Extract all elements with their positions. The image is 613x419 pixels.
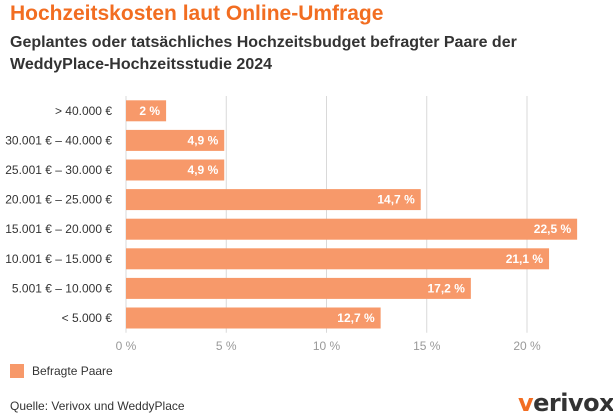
data-label: 4,9 % [188, 163, 219, 177]
x-tick-label: 10 % [313, 339, 341, 353]
x-tick-label: 0 % [116, 339, 137, 353]
bar [126, 218, 578, 240]
chart-subtitle: Geplantes oder tatsächliches Hochzeitsbu… [10, 34, 517, 73]
category-label: 30.001 € – 40.000 € [5, 133, 112, 147]
bar [126, 277, 471, 299]
category-label: 10.001 € – 15.000 € [5, 252, 112, 266]
x-tick-label: 15 % [413, 339, 441, 353]
legend-label: Befragte Paare [32, 364, 113, 378]
legend-swatch [10, 364, 24, 378]
category-label: 15.001 € – 20.000 € [5, 222, 112, 236]
data-label: 22,5 % [534, 222, 572, 236]
verivox-logo: verivox [518, 389, 613, 417]
category-label: < 5.000 € [62, 311, 113, 325]
data-label: 2 % [139, 104, 160, 118]
x-tick-label: 20 % [513, 339, 541, 353]
bar [126, 100, 167, 122]
category-label: 5.001 € – 10.000 € [12, 281, 112, 295]
data-label: 14,7 % [377, 193, 415, 207]
category-label: > 40.000 € [55, 104, 112, 118]
x-tick-label: 5 % [216, 339, 237, 353]
data-label: 12,7 % [337, 311, 375, 325]
bar [126, 307, 381, 329]
data-label: 21,1 % [506, 252, 544, 266]
bar [126, 129, 225, 151]
legend: Befragte Paare [10, 363, 113, 379]
bar [126, 189, 421, 211]
source-note: Quelle: Verivox und WeddyPlace [10, 399, 185, 413]
bar [126, 248, 550, 270]
category-label: 20.001 € – 25.000 € [5, 193, 112, 207]
category-label: 25.001 € – 30.000 € [5, 163, 112, 177]
data-label: 4,9 % [188, 133, 219, 147]
chart-title: Hochzeitskosten laut Online-Umfrage [10, 2, 384, 25]
bar [126, 159, 225, 181]
data-label: 17,2 % [428, 281, 466, 295]
